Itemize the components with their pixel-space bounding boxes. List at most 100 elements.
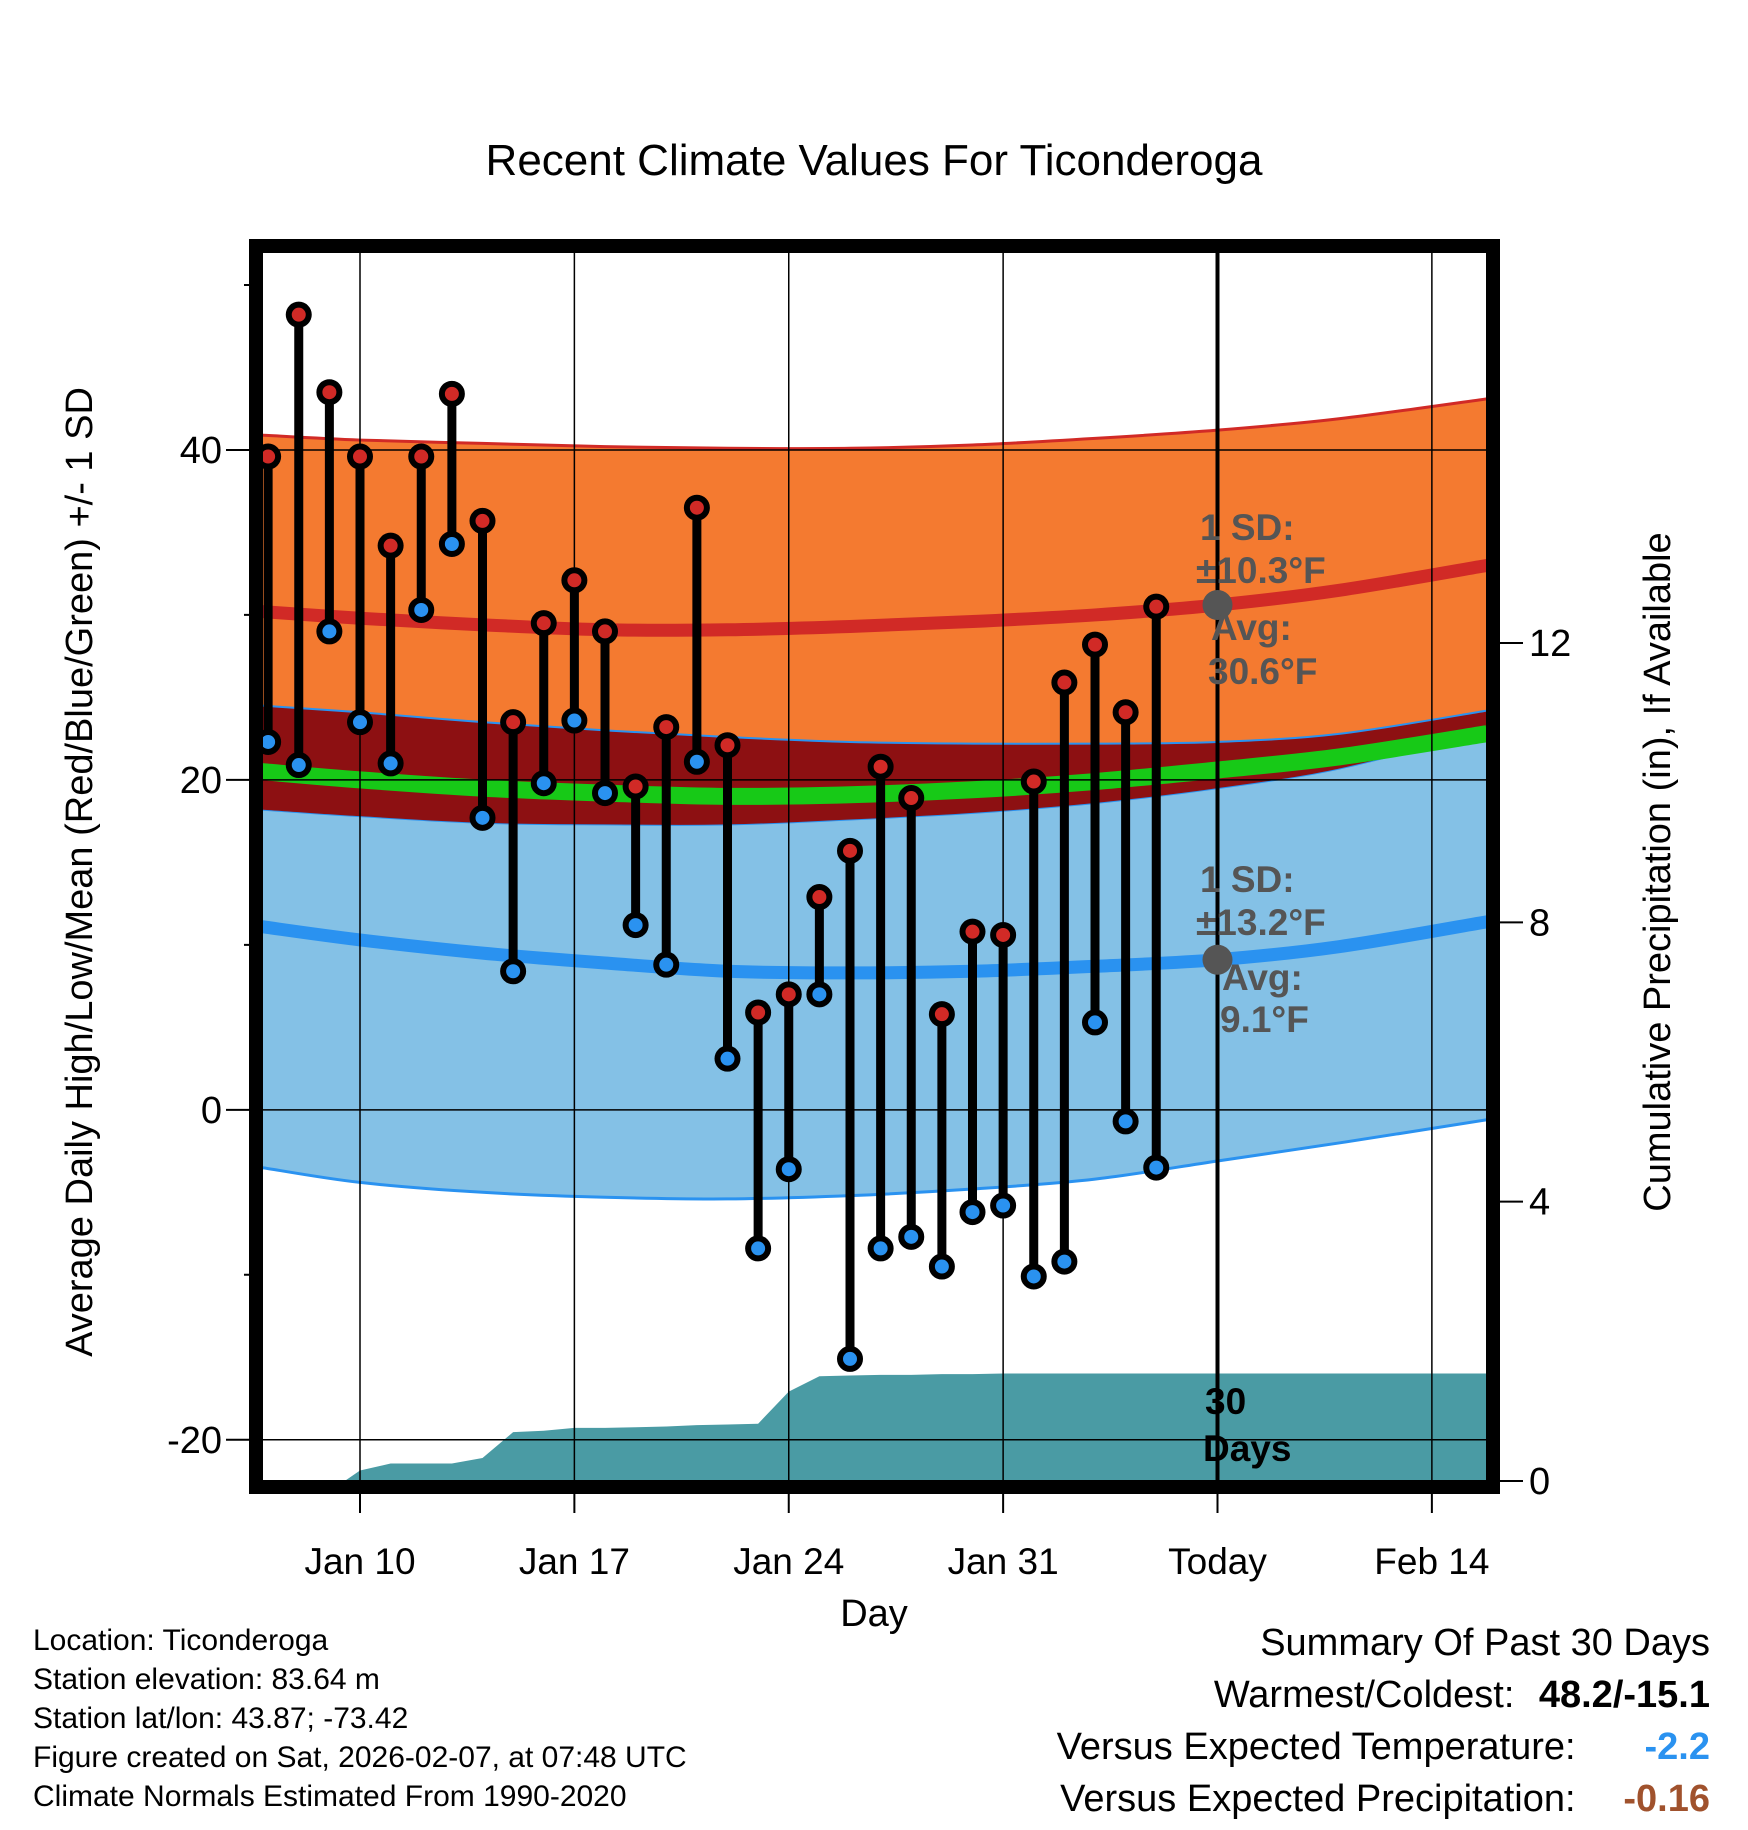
- daily-high-marker: [653, 714, 680, 741]
- x-tick-label: Jan 24: [733, 1541, 844, 1582]
- data-overlay: [255, 252, 1233, 1481]
- warmest-value: 48.2/-15.1: [1538, 1674, 1710, 1716]
- chart-title: Recent Climate Values For Ticonderoga: [486, 136, 1263, 185]
- daily-high-marker: [469, 507, 496, 534]
- daily-low-marker: [683, 748, 710, 775]
- daily-low-marker: [316, 618, 343, 645]
- daily-high-marker: [347, 443, 373, 470]
- daily-high-marker: [867, 753, 894, 780]
- high-average-line: [262, 559, 1487, 637]
- daily-low-marker: [592, 780, 618, 807]
- location-text: Location: Ticonderoga: [33, 1624, 329, 1657]
- temp-value: -2.2: [1644, 1726, 1710, 1768]
- daily-high-marker: [438, 380, 465, 407]
- daily-high-marker: [1143, 593, 1170, 620]
- daily-high-marker: [745, 999, 772, 1026]
- daily-low-marker: [377, 750, 404, 777]
- low-average-line: [262, 915, 1487, 980]
- daily-low-marker: [1112, 1108, 1139, 1135]
- normals-text: Climate Normals Estimated From 1990-2020: [33, 1780, 627, 1813]
- daily-low-marker: [1082, 1009, 1108, 1036]
- y2-axis-label: Cumulative Precipitation (in), If Availa…: [1637, 532, 1679, 1211]
- daily-high-marker: [1112, 699, 1139, 726]
- daily-high-marker: [683, 494, 710, 521]
- daily-low-marker: [469, 804, 496, 831]
- daily-low-marker: [867, 1235, 894, 1262]
- days-word-label: Days: [1203, 1428, 1291, 1469]
- x-tick-label: Jan 17: [519, 1541, 630, 1582]
- y-tick-label: 0: [201, 1090, 222, 1132]
- daily-high-marker: [1051, 669, 1078, 696]
- daily-low-marker: [653, 951, 680, 978]
- x-axis-label: Day: [840, 1593, 908, 1635]
- station-info: Location: Ticonderoga Station elevation:…: [33, 1626, 687, 1821]
- high-sd-prefix: 1 SD:: [1200, 507, 1295, 548]
- daily-high-marker: [408, 443, 435, 470]
- high-avg-label: Avg:: [1211, 607, 1292, 648]
- daily-low-marker: [408, 596, 435, 623]
- daily-high-marker: [316, 379, 343, 406]
- y2-tick-label: 4: [1529, 1182, 1550, 1224]
- daily-high-marker: [561, 567, 588, 594]
- axes: -20 0 20 40 0 4 8 12 Jan 10 Jan 17 Jan 24 Jan 31 Tod…: [167, 283, 1571, 1582]
- y-tick-label: 20: [180, 760, 222, 802]
- daily-high-marker: [377, 532, 404, 559]
- y2-tick-label: 12: [1529, 623, 1571, 665]
- daily-low-marker: [561, 707, 588, 734]
- daily-low-marker: [500, 958, 527, 985]
- temp-row: Versus Expected Temperature: -2.2: [1057, 1726, 1710, 1778]
- precip-row: Versus Expected Precipitation: -0.16: [1057, 1778, 1710, 1830]
- low-sd-band: [262, 730, 1487, 1199]
- daily-high-marker: [990, 921, 1017, 948]
- summary-title: Summary Of Past 30 Days: [1260, 1622, 1710, 1664]
- created-text: Figure created on Sat, 2026-02-07, at 07…: [33, 1741, 687, 1774]
- days-count-label: 30: [1205, 1381, 1246, 1422]
- daily-low-marker: [837, 1345, 863, 1372]
- precip-value: -0.16: [1623, 1778, 1710, 1820]
- x-tick-label: Feb 14: [1374, 1541, 1489, 1582]
- daily-high-marker: [775, 981, 802, 1008]
- daily-low-marker: [990, 1192, 1017, 1219]
- daily-low-marker: [1051, 1248, 1078, 1275]
- daily-high-marker: [714, 732, 741, 759]
- warmest-row: Warmest/Coldest: 48.2/-15.1: [1057, 1674, 1710, 1726]
- high-sd-band: [262, 398, 1487, 744]
- daily-low-marker: [775, 1156, 802, 1183]
- low-avg-label: Avg:: [1222, 957, 1303, 998]
- summary-panel: Summary Of Past 30 Days Warmest/Coldest:…: [1057, 1622, 1710, 1830]
- daily-high-marker: [928, 1001, 955, 1028]
- daily-low-marker: [898, 1223, 925, 1250]
- daily-low-marker: [347, 709, 373, 736]
- daily-low-marker: [1143, 1154, 1170, 1181]
- x-tick-label: Today: [1168, 1541, 1267, 1582]
- daily-high-marker: [500, 709, 527, 736]
- mean-average-line: [262, 725, 1487, 805]
- daily-low-marker: [622, 912, 649, 939]
- low-sd-prefix: 1 SD:: [1200, 859, 1295, 900]
- daily-high-marker: [959, 918, 986, 945]
- daily-high-marker: [1082, 631, 1108, 658]
- low-sd-value: ±13.2°F: [1196, 902, 1326, 943]
- high-avg-today-marker: [1202, 590, 1233, 621]
- daily-high-marker: [622, 773, 649, 800]
- daily-low-marker: [285, 752, 312, 779]
- y-tick-label: -20: [167, 1420, 222, 1462]
- y-tick-label: 40: [180, 430, 222, 472]
- low-lower-edge: [262, 1118, 1487, 1201]
- daily-high-marker: [592, 618, 618, 645]
- daily-low-marker: [928, 1253, 955, 1280]
- daily-low-marker: [438, 530, 465, 557]
- daily-high-marker: [898, 785, 925, 812]
- y2-tick-label: 8: [1529, 902, 1550, 944]
- plot-frame: [249, 239, 1500, 1494]
- daily-low-marker: [714, 1045, 741, 1072]
- elevation-text: Station elevation: 83.64 m: [33, 1663, 380, 1696]
- temp-label: Versus Expected Temperature:: [1056, 1726, 1576, 1768]
- daily-high-marker: [1020, 768, 1047, 795]
- daily-low-marker: [1020, 1263, 1047, 1290]
- y-axis-label: Average Daily High/Low/Mean (Red/Blue/Gr…: [59, 387, 101, 1357]
- daily-low-marker: [959, 1199, 986, 1226]
- x-tick-label: Jan 31: [948, 1541, 1059, 1582]
- low-avg-value: 9.1°F: [1220, 999, 1309, 1040]
